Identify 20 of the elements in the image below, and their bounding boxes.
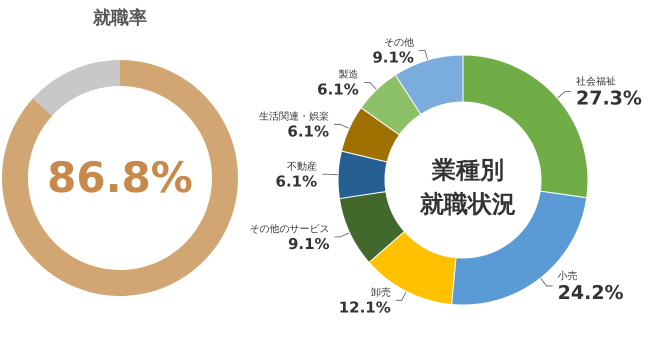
text: 就職状況 [419,190,516,218]
data-label: 9.1% [288,234,330,253]
slice-label: 小売 [558,270,578,282]
text: 業種別 [431,156,504,184]
slice-label: 生活関連・娯楽 [259,110,330,122]
data-label: 6.1% [276,172,318,190]
slice-label: 製造 [338,68,359,80]
text: 86.8% [46,153,194,202]
data-label: 27.3% [576,88,642,110]
slice-label: 不動産 [287,160,318,172]
data-label: 9.1% [372,48,414,66]
chart-title: 就職率 [92,8,147,28]
slice-label: その他 [384,36,414,48]
data-label: 6.1% [287,122,330,140]
data-label: 12.1% [338,298,391,316]
data-label: 6.1% [317,80,359,98]
slice-label: 卸売 [370,286,391,298]
slice-label: その他のサービス [250,222,330,235]
data-label: 24.2% [558,282,624,304]
slice-label: 社会福祉 [576,76,616,88]
